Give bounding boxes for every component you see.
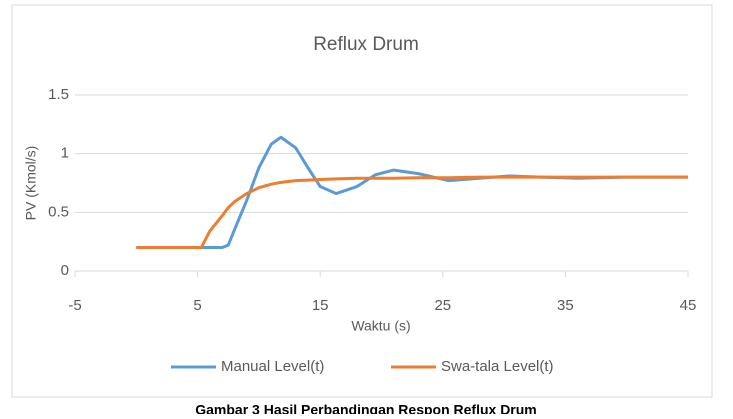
x-tick-label: 15 <box>312 297 329 314</box>
legend-label: Swa-tala Level(t) <box>441 358 554 375</box>
x-tick-label: 35 <box>557 297 574 314</box>
series-line <box>136 175 688 250</box>
x-tick-label: 45 <box>680 297 697 314</box>
y-tick-label: 0 <box>61 262 69 279</box>
x-tick-label: 5 <box>193 297 201 314</box>
y-axis-label: PV (Kmol/s) <box>23 146 39 221</box>
chart-frame <box>11 4 713 398</box>
x-axis-label: Waktu (s) <box>351 318 410 334</box>
x-tick-label: -5 <box>68 297 81 314</box>
x-tick-label: 25 <box>434 297 451 314</box>
chart-title: Reflux Drum <box>313 34 419 55</box>
y-tick-label: 0.5 <box>48 203 69 220</box>
y-tick-label: 1 <box>61 145 69 162</box>
y-tick-label: 1.5 <box>48 86 69 103</box>
legend-label: Manual Level(t) <box>221 358 324 375</box>
caption: Gambar 3 Hasil Perbandingan Respon Reflu… <box>195 402 537 414</box>
